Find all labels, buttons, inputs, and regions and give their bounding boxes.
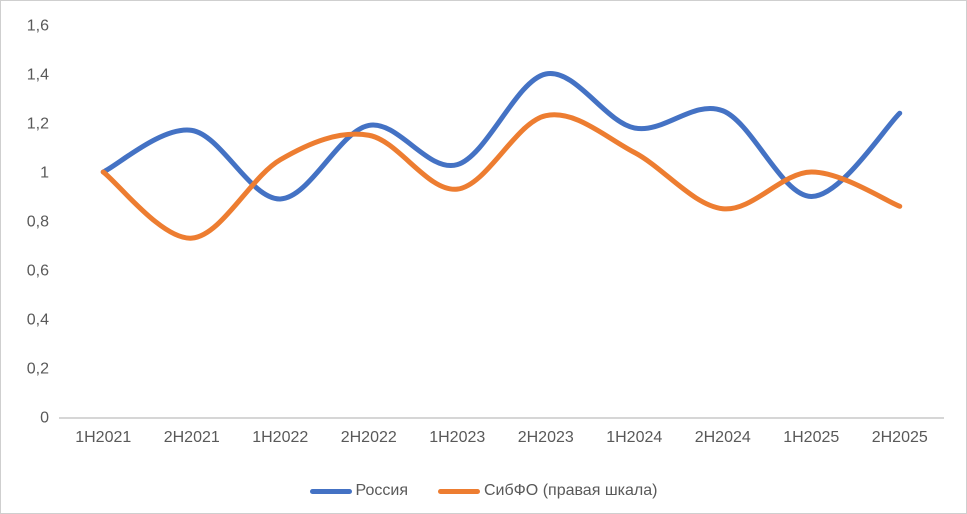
x-tick-label: 1H2022 (252, 429, 308, 446)
x-tick-label: 2H2025 (872, 429, 928, 446)
legend: Россия СибФО (правая шкала) (1, 483, 966, 499)
y-tick-label: 0,8 (27, 214, 49, 231)
y-tick-label: 1 (40, 165, 49, 182)
y-tick-label: 0,2 (27, 361, 49, 378)
y-tick-label: 0 (40, 410, 49, 427)
x-tick-label: 2H2023 (518, 429, 574, 446)
legend-swatch-sibfo (437, 488, 480, 494)
series-line-russia (100, 71, 903, 202)
x-tick-label: 1H2021 (75, 429, 131, 446)
legend-item-sibfo: СибФО (правая шкала) (437, 482, 658, 499)
legend-item-russia: Россия (309, 482, 408, 499)
x-tick-label: 2H2022 (341, 429, 397, 446)
legend-label-russia: Россия (355, 482, 408, 499)
x-tick-label: 1H2023 (429, 429, 485, 446)
plot-area: 1,6 1,4 1,2 1 0,8 0,6 0,4 0,2 0 1H2021 2H2021 1H202… (27, 18, 944, 446)
y-tick-label: 0,6 (27, 263, 49, 280)
y-tick-label: 1,6 (27, 18, 49, 35)
y-tick-label: 1,4 (27, 67, 49, 84)
x-tick-label: 1H2024 (606, 429, 662, 446)
series-line-sibfo (100, 112, 903, 241)
y-tick-label: 0,4 (27, 312, 49, 329)
legend-swatch-russia (309, 488, 352, 494)
x-tick-label: 1H2025 (783, 429, 839, 446)
x-tick-label: 2H2024 (695, 429, 751, 446)
legend-label-sibfo: СибФО (правая шкала) (483, 482, 658, 499)
line-chart: 1,6 1,4 1,2 1 0,8 0,6 0,4 0,2 0 1H2021 2H2021 1H202… (1, 1, 967, 463)
x-tick-label: 2H2021 (164, 429, 220, 446)
y-tick-label: 1,2 (27, 116, 49, 133)
